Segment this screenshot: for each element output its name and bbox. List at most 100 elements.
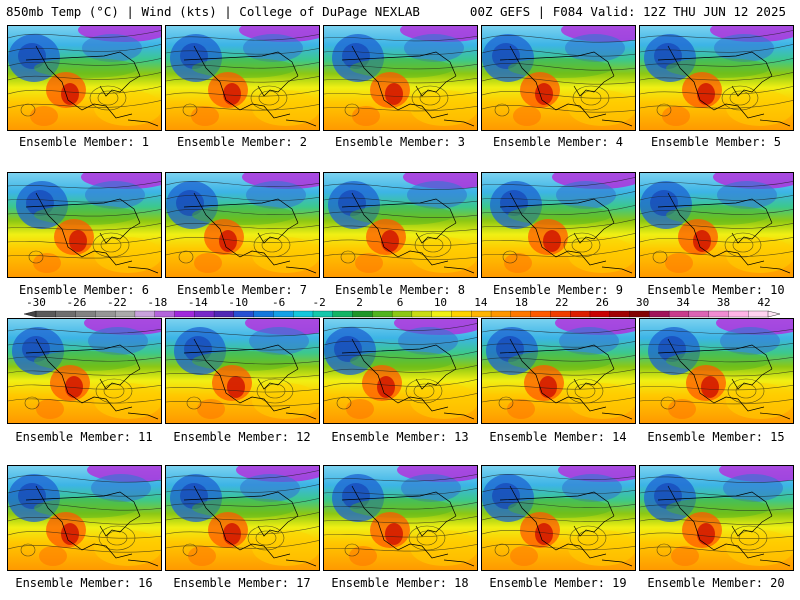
colorbar-tick-label: 18 xyxy=(514,296,528,309)
ensemble-member-label: Ensemble Member: 4 xyxy=(492,135,624,149)
colorbar-tick-label: 10 xyxy=(433,296,448,309)
ensemble-map-panel xyxy=(639,465,794,571)
colorbar-tick-label: 22 xyxy=(555,296,569,309)
temperature-colorbar xyxy=(23,310,781,318)
ensemble-map-panel xyxy=(481,172,636,278)
ensemble-member-label: Ensemble Member: 19 xyxy=(489,576,627,590)
colorbar-tick-label: -30 xyxy=(26,296,46,309)
ensemble-member-label: Ensemble Member: 12 xyxy=(173,430,311,444)
colorbar-tick-label: -26 xyxy=(66,296,87,309)
colorbar-segment xyxy=(233,310,255,318)
header-run-info: 00Z GEFS | F084 Valid: 12Z THU JUN 12 20… xyxy=(469,4,786,19)
ensemble-map-panel xyxy=(7,318,162,424)
ensemble-member-label: Ensemble Member: 1 xyxy=(18,135,150,149)
temperature-map xyxy=(324,26,477,130)
temperature-map xyxy=(640,173,793,277)
ensemble-member-label: Ensemble Member: 18 xyxy=(331,576,469,590)
temperature-map xyxy=(166,466,319,570)
temperature-map xyxy=(324,466,477,570)
colorbar-tick-label: 30 xyxy=(636,296,650,309)
colorbar-tick-label: 38 xyxy=(716,296,731,309)
colorbar-segment xyxy=(490,310,512,318)
ensemble-member-label: Ensemble Member: 16 xyxy=(15,576,153,590)
ensemble-map-panel xyxy=(7,465,162,571)
ensemble-member-label: Ensemble Member: 2 xyxy=(176,135,308,149)
ensemble-member-label: Ensemble Member: 9 xyxy=(492,283,624,297)
ensemble-member-label: Ensemble Member: 3 xyxy=(334,135,466,149)
colorbar-segment xyxy=(748,310,769,318)
ensemble-map-panel xyxy=(639,172,794,278)
temperature-map xyxy=(8,319,161,423)
colorbar-segment xyxy=(708,310,730,318)
colorbar-segment xyxy=(194,310,215,318)
colorbar-tick-label: -18 xyxy=(147,296,168,309)
colorbar-segment xyxy=(411,310,433,318)
colorbar-segment xyxy=(550,310,571,318)
colorbar-tick-label: -22 xyxy=(106,296,127,309)
ensemble-map-panel xyxy=(323,25,478,131)
temperature-map xyxy=(166,319,319,423)
temperature-map xyxy=(166,26,319,130)
temperature-map xyxy=(640,466,793,570)
colorbar-tick-label: 2 xyxy=(356,296,363,309)
colorbar-segment xyxy=(510,310,532,318)
colorbar-segment xyxy=(649,310,670,318)
colorbar-segment xyxy=(589,310,611,318)
colorbar-segment xyxy=(75,310,97,318)
ensemble-member-label: Ensemble Member: 11 xyxy=(15,430,153,444)
ensemble-map-panel xyxy=(481,25,636,131)
colorbar-segment xyxy=(431,310,453,318)
ensemble-map-panel xyxy=(639,25,794,131)
colorbar-tick-label: 42 xyxy=(757,296,771,309)
ensemble-map-panel xyxy=(165,465,320,571)
ensemble-map-panel xyxy=(481,318,636,424)
ensemble-map-panel xyxy=(481,465,636,571)
ensemble-member-label: Ensemble Member: 7 xyxy=(176,283,308,297)
colorbar-tick-label: -6 xyxy=(272,296,286,309)
ensemble-map-panel xyxy=(7,25,162,131)
temperature-map xyxy=(640,319,793,423)
ensemble-member-label: Ensemble Member: 8 xyxy=(334,283,466,297)
colorbar-tick-label: 34 xyxy=(676,296,690,309)
colorbar-segment xyxy=(253,310,275,318)
ensemble-map-panel xyxy=(323,318,478,424)
colorbar-segment xyxy=(154,310,176,318)
colorbar-tick-label: -14 xyxy=(187,296,208,309)
temperature-map xyxy=(482,173,635,277)
colorbar-segment xyxy=(134,310,156,318)
colorbar-segment xyxy=(273,310,294,318)
colorbar-segment xyxy=(471,310,492,318)
temperature-map xyxy=(8,466,161,570)
ensemble-map-panel xyxy=(165,172,320,278)
temperature-map xyxy=(324,173,477,277)
colorbar-tick-label: 14 xyxy=(474,296,488,309)
ensemble-member-label: Ensemble Member: 17 xyxy=(173,576,311,590)
colorbar-segment xyxy=(668,310,690,318)
ensemble-member-label: Ensemble Member: 15 xyxy=(647,430,785,444)
temperature-map xyxy=(8,26,161,130)
colorbar-tick-label: -2 xyxy=(312,296,326,309)
temperature-map xyxy=(324,319,477,423)
colorbar-segment xyxy=(372,310,393,318)
colorbar-segment xyxy=(391,310,413,318)
colorbar-tick-label: -10 xyxy=(228,296,249,309)
ensemble-member-label: Ensemble Member: 5 xyxy=(650,135,782,149)
ensemble-map-panel xyxy=(7,172,162,278)
colorbar-segment xyxy=(688,310,710,318)
colorbar-tick-label: 26 xyxy=(595,296,609,309)
ensemble-member-label: Ensemble Member: 10 xyxy=(647,283,785,297)
colorbar-left-arrow xyxy=(23,310,37,318)
colorbar-segment xyxy=(213,310,235,318)
ensemble-member-label: Ensemble Member: 6 xyxy=(18,283,150,297)
header-title: 850mb Temp (°C) | Wind (kts) | College o… xyxy=(6,4,420,19)
colorbar-segment xyxy=(629,310,650,318)
colorbar-segment xyxy=(728,310,749,318)
colorbar-segment xyxy=(114,310,136,318)
colorbar-segment xyxy=(35,310,57,318)
ensemble-map-panel xyxy=(165,25,320,131)
colorbar-segment xyxy=(332,310,354,318)
ensemble-map-panel xyxy=(165,318,320,424)
temperature-map xyxy=(166,173,319,277)
ensemble-map-panel xyxy=(323,172,478,278)
colorbar-segment xyxy=(55,310,77,318)
